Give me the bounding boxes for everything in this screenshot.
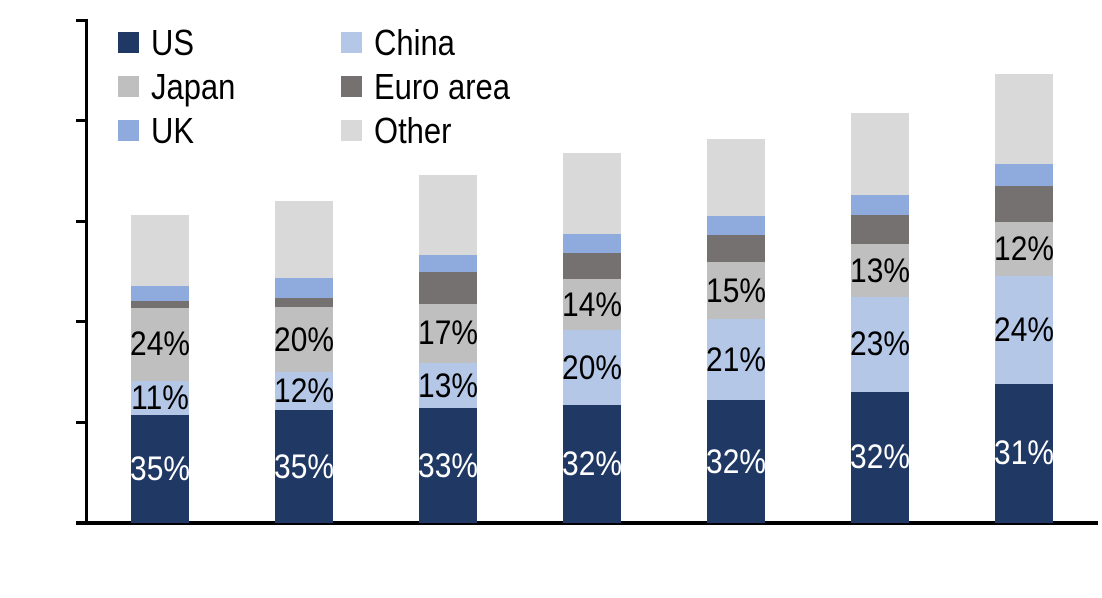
y-tick-label-150 <box>8 203 58 239</box>
y-tick-label-200 <box>8 103 58 139</box>
data-label-us-2017: 32% <box>850 438 910 477</box>
bar-segment-us-2016 <box>707 400 765 523</box>
bar-segment-china-2013 <box>275 371 333 411</box>
bar-segment-other-2016 <box>707 138 765 216</box>
bar-segment-us-2012 <box>131 415 189 523</box>
x-axis-label-2013 <box>242 549 366 589</box>
x-axis-label-2015 <box>530 549 654 589</box>
bar-segment-uk-2018 <box>995 164 1053 187</box>
x-axis-label-2017 <box>818 549 942 589</box>
bar-segment-other-2013 <box>275 201 333 279</box>
data-label-japan-2017: 13% <box>850 251 910 290</box>
bar-segment-japan-2017 <box>851 243 909 298</box>
bar-segment-uk-2014 <box>419 254 477 273</box>
legend-swatch-uk <box>118 120 139 141</box>
legend-label-other: Other <box>374 109 452 151</box>
data-label-china-2013: 12% <box>274 372 334 410</box>
data-label-japan-2018: 12% <box>994 230 1054 269</box>
data-label-china-2016: 21% <box>706 340 766 379</box>
bar-segment-japan-2016 <box>707 261 765 320</box>
bar-segment-euro-area-2018 <box>995 186 1053 223</box>
bar-segment-japan-2013 <box>275 307 333 372</box>
bar-segment-us-2014 <box>419 408 477 523</box>
bar-segment-china-2012 <box>131 381 189 416</box>
data-label-us-2012: 35% <box>130 450 190 489</box>
bar-segment-euro-area-2016 <box>707 234 765 262</box>
bar-segment-euro-area-2014 <box>419 272 477 304</box>
bar-segment-china-2017 <box>851 297 909 392</box>
data-label-us-2014: 33% <box>418 446 478 485</box>
bar-segment-euro-area-2012 <box>131 301 189 308</box>
bar-segment-japan-2018 <box>995 222 1053 277</box>
bar-segment-uk-2016 <box>707 215 765 235</box>
y-tick-label-250 <box>8 2 58 38</box>
y-axis-tick <box>76 219 88 223</box>
y-tick-label-0 <box>8 505 58 541</box>
legend-label-euro-area: Euro area <box>374 65 510 107</box>
bar-segment-china-2014 <box>419 362 477 409</box>
bar-segment-japan-2015 <box>563 278 621 331</box>
y-axis-tick <box>76 320 88 324</box>
bar-segment-euro-area-2013 <box>275 297 333 308</box>
data-label-japan-2012: 24% <box>130 325 190 364</box>
bar-segment-china-2015 <box>563 330 621 405</box>
data-label-us-2018: 31% <box>994 434 1054 473</box>
bar-segment-china-2018 <box>995 276 1053 384</box>
bar-segment-us-2018 <box>995 383 1053 523</box>
legend-swatch-china <box>341 32 362 53</box>
bar-segment-other-2012 <box>131 215 189 286</box>
y-axis-line <box>85 20 88 523</box>
bar-segment-us-2015 <box>563 404 621 523</box>
data-label-china-2017: 23% <box>850 325 910 364</box>
bar-segment-uk-2017 <box>851 194 909 216</box>
y-axis-tick <box>76 18 88 22</box>
bar-segment-japan-2012 <box>131 307 189 382</box>
y-tick-label-50 <box>8 404 58 440</box>
data-label-china-2014: 13% <box>418 366 478 405</box>
bar-segment-us-2017 <box>851 391 909 523</box>
bar-segment-uk-2015 <box>563 234 621 253</box>
y-axis-tick <box>76 420 88 424</box>
data-label-china-2015: 20% <box>562 348 622 387</box>
data-label-japan-2016: 15% <box>706 271 766 310</box>
x-axis-label-2014 <box>386 549 510 589</box>
x-axis-line <box>76 521 1098 525</box>
bar-segment-other-2018 <box>995 74 1053 165</box>
data-label-us-2016: 32% <box>706 442 766 481</box>
legend-swatch-other <box>341 120 362 141</box>
data-label-japan-2015: 14% <box>562 285 622 324</box>
data-label-japan-2014: 17% <box>418 314 478 353</box>
legend-swatch-us <box>118 32 139 53</box>
legend-label-japan: Japan <box>151 65 236 107</box>
y-tick-label-100 <box>8 304 58 340</box>
data-label-china-2018: 24% <box>994 311 1054 350</box>
bar-segment-other-2014 <box>419 174 477 255</box>
legend-label-china: China <box>374 21 455 63</box>
x-axis-label-2012 <box>98 549 222 589</box>
data-label-china-2012: 11% <box>131 379 189 418</box>
legend-swatch-japan <box>118 76 139 97</box>
bar-segment-euro-area-2017 <box>851 215 909 244</box>
legend-label-uk: UK <box>151 109 195 151</box>
y-axis-tick <box>76 119 88 123</box>
bar-segment-euro-area-2015 <box>563 252 621 279</box>
legend-swatch-euro-area <box>341 76 362 97</box>
data-label-us-2015: 32% <box>562 444 622 483</box>
bar-segment-china-2016 <box>707 319 765 400</box>
bar-segment-other-2017 <box>851 112 909 195</box>
x-axis-label-2016 <box>674 549 798 589</box>
bar-segment-other-2015 <box>563 152 621 235</box>
data-label-us-2013: 35% <box>274 447 334 486</box>
x-axis-label-2018 <box>962 549 1086 589</box>
bar-segment-uk-2012 <box>131 285 189 302</box>
bar-segment-uk-2013 <box>275 278 333 298</box>
bar-segment-japan-2014 <box>419 303 477 363</box>
legend-label-us: US <box>151 21 195 63</box>
bar-segment-us-2013 <box>275 410 333 523</box>
data-label-japan-2013: 20% <box>274 320 334 359</box>
